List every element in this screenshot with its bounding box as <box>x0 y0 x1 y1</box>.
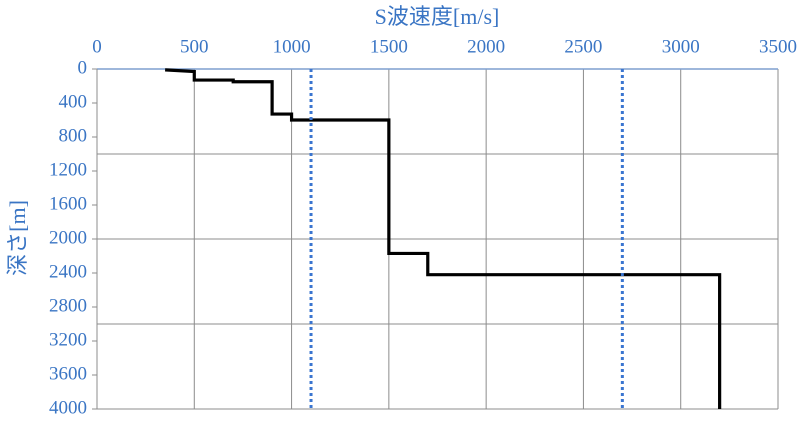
y-tick-label: 400 <box>59 91 88 112</box>
y-tick-label: 2800 <box>49 295 87 316</box>
x-tick-label: 3500 <box>759 36 797 57</box>
y-tick-label: 2000 <box>49 227 87 248</box>
y-tick-label: 800 <box>59 125 88 146</box>
y-tick-label: 0 <box>78 57 88 78</box>
y-axis-label: 深さ[m] <box>5 200 30 276</box>
x-tick-label: 3000 <box>662 36 700 57</box>
y-tick-label: 4000 <box>49 397 87 418</box>
x-tick-label: 2000 <box>467 36 505 57</box>
x-tick-label: 2500 <box>564 36 602 57</box>
y-tick-label: 1600 <box>49 193 87 214</box>
x-tick-label: 0 <box>92 36 102 57</box>
x-tick-label: 1000 <box>273 36 311 57</box>
y-tick-label: 3600 <box>49 363 87 384</box>
chart-title: S波速度[m/s] <box>375 4 500 29</box>
velocity-profile <box>165 68 722 409</box>
y-tick-label: 3200 <box>49 329 87 350</box>
x-tick-label: 1500 <box>370 36 408 57</box>
y-tick-label: 1200 <box>49 159 87 180</box>
y-tick-label: 2400 <box>49 261 87 282</box>
x-tick-label: 500 <box>180 36 209 57</box>
